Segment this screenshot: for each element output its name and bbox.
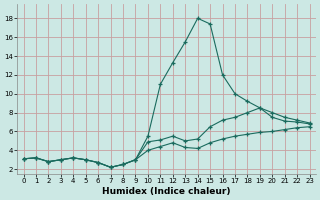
X-axis label: Humidex (Indice chaleur): Humidex (Indice chaleur) <box>102 187 231 196</box>
